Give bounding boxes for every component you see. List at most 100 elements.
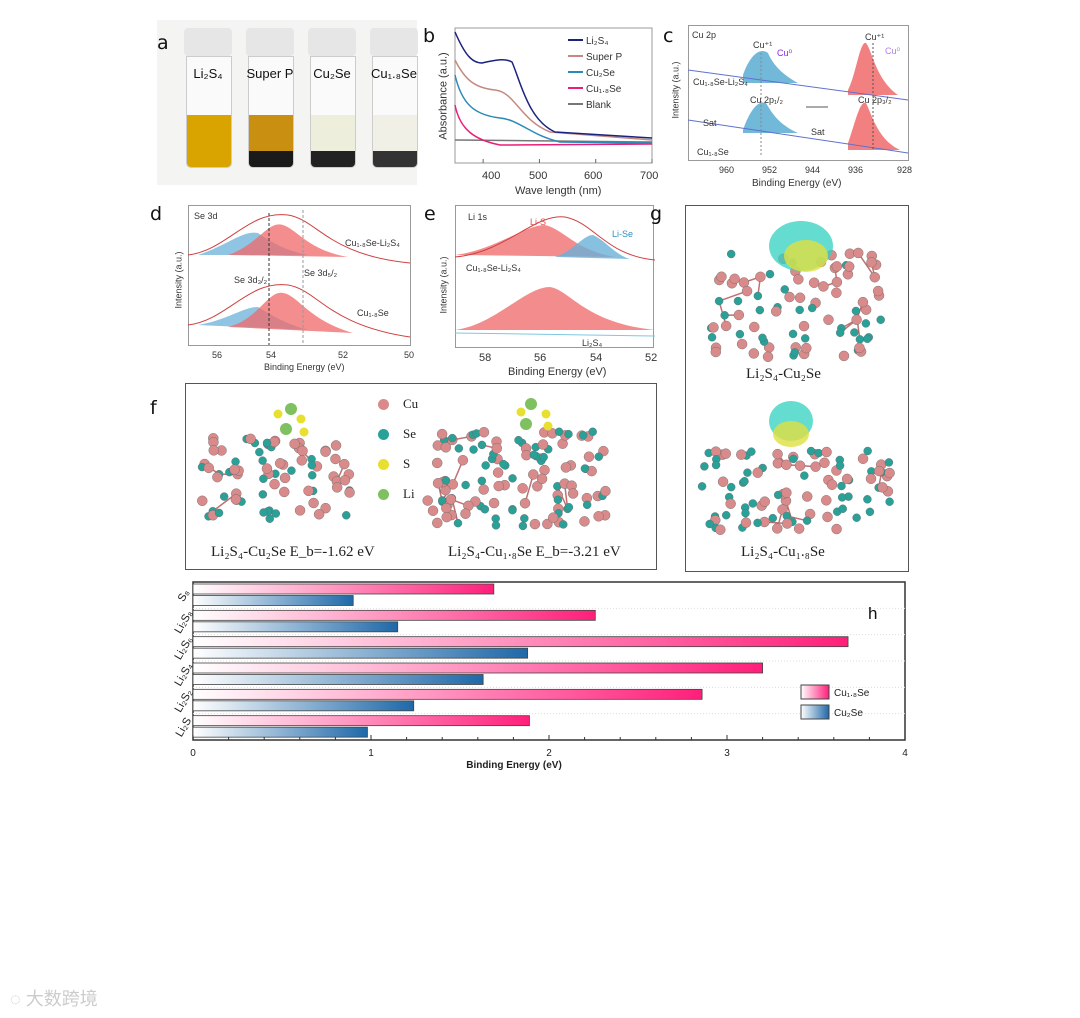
d-xtick: 54 — [266, 350, 277, 360]
d-xtick: 56 — [212, 350, 223, 360]
se-atom — [733, 296, 743, 306]
c-xlabel: Binding Energy (eV) — [752, 178, 842, 189]
legend-label: Cu₁.₈Se — [586, 84, 622, 95]
vial-cap — [184, 28, 232, 56]
atom-swatch-icon — [378, 428, 389, 440]
vial-label: Cu₂Se — [313, 66, 351, 81]
cu-atom — [884, 467, 895, 479]
cu-atom — [821, 495, 832, 506]
legend-item: S — [378, 456, 410, 472]
cu-atom — [877, 482, 888, 493]
cu-atom — [203, 462, 214, 474]
cu-atom — [740, 517, 752, 528]
cu-atom — [539, 464, 550, 476]
cu-atom — [441, 511, 452, 523]
cu-atom — [432, 477, 444, 489]
bar-cu18se — [192, 636, 849, 648]
se-atom — [806, 446, 816, 456]
d-label-3d32: Se 3d₃/₂ — [234, 275, 268, 285]
se-atom — [307, 461, 317, 470]
e-xtick: 56 — [534, 352, 547, 364]
se-atom — [765, 269, 775, 279]
se-atom — [865, 507, 875, 517]
cu-atom — [798, 320, 810, 332]
se-atom — [755, 305, 765, 315]
bar-cu2se — [192, 726, 368, 738]
cu-atom — [872, 285, 884, 297]
se-atom — [554, 427, 564, 436]
charge-density-structures: Li₂S₄-Cu₂Se Li₂S₄-Cu₁.₈Se — [685, 205, 909, 572]
se-atom — [850, 328, 859, 337]
cu-atom — [717, 476, 729, 487]
vials-photo: a Li₂S₄ Super P Cu₂Se Cu₁.₈Se — [157, 20, 418, 185]
legend-label: Li₂S₄ — [586, 36, 608, 47]
cu-atom — [715, 524, 726, 535]
se-atom — [508, 474, 517, 483]
cu-atom — [583, 451, 595, 462]
cu-atom — [736, 338, 748, 350]
se-atom — [714, 296, 724, 306]
se-atom — [499, 459, 508, 469]
e-label-bottom: Li₂S₄ — [582, 338, 603, 348]
cu-atom — [297, 445, 308, 457]
cu-atom — [427, 505, 439, 516]
c-label-cu1: Cu⁺¹ — [753, 40, 773, 50]
se-atom — [454, 444, 464, 453]
se-atom — [726, 249, 736, 259]
se-atom — [448, 433, 457, 443]
cu-atom — [491, 443, 502, 454]
cu-atom — [725, 498, 736, 509]
d-xtick: 52 — [338, 350, 349, 360]
s-atom — [543, 421, 553, 431]
se-atom — [441, 476, 451, 485]
x-axis-label: Binding Energy (eV) — [466, 760, 562, 771]
bar-cu2se — [192, 674, 484, 685]
bar-cu18se — [192, 715, 530, 727]
panel-label-h: h — [868, 604, 877, 623]
cu-atom — [831, 523, 842, 535]
x-tick-label: 0 — [190, 748, 196, 759]
f-caption-cu18se: Li₂S₄-Cu₁.₈Se E_b=-3.21 eV — [448, 544, 621, 560]
cu-atom — [782, 518, 793, 529]
cu-atom — [440, 442, 452, 453]
se-atom — [747, 447, 756, 456]
li-atom — [280, 423, 292, 435]
cu-atom — [478, 426, 490, 438]
cu-atom — [841, 473, 853, 485]
se-atom — [518, 521, 528, 531]
se-atom — [773, 490, 783, 500]
cu-atom — [320, 502, 331, 514]
cu-atom — [854, 342, 865, 354]
c-xtick: 960 — [719, 165, 735, 175]
cu-atom — [772, 448, 783, 460]
cu-atom — [822, 511, 833, 523]
cu-atom — [519, 498, 531, 509]
category-label: Li₂S₄ — [173, 661, 196, 689]
cu-atom — [308, 497, 319, 509]
cu-atom — [749, 321, 760, 333]
g-caption-cu18se: Li₂S₄-Cu₁.₈Se — [741, 544, 825, 560]
vial-glass — [248, 56, 294, 168]
cu-atom — [536, 473, 548, 485]
vial-glass — [310, 56, 356, 168]
se-atom — [707, 333, 717, 342]
legend-item: Cu — [378, 396, 418, 412]
cu-atom — [229, 464, 240, 475]
cu-atom — [818, 281, 829, 292]
panel-label-f: f — [150, 397, 157, 419]
panel-label-e: e — [424, 203, 436, 225]
cu-atom — [857, 296, 869, 308]
se-atom — [262, 438, 272, 448]
legend-item: Li — [378, 486, 415, 502]
legend-swatch — [800, 704, 830, 720]
cu-atom — [762, 351, 774, 362]
c-ylabel: Intensity (a.u.) — [670, 61, 681, 119]
c-label-sat: Sat — [811, 127, 825, 137]
legend-item: Se — [378, 426, 416, 442]
cu-atom — [729, 273, 740, 285]
se-atom — [863, 495, 872, 504]
cu-atom — [736, 449, 747, 460]
se-atom — [308, 471, 317, 480]
se-atom — [861, 319, 871, 328]
cu-atom — [771, 306, 782, 317]
